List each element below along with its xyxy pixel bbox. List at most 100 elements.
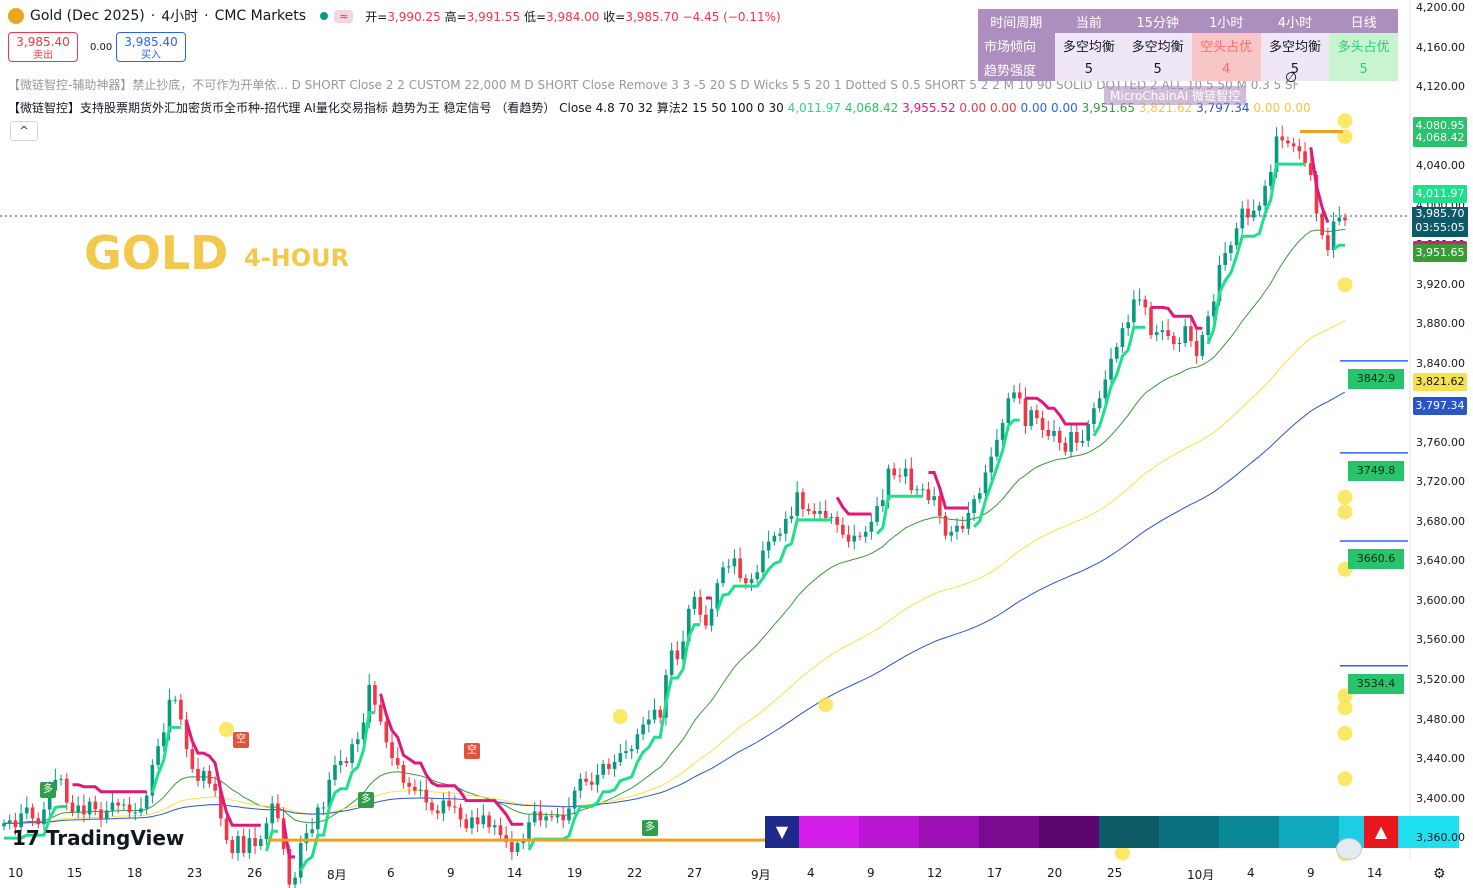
symbol-name[interactable]: Gold (Dec 2025)	[30, 8, 145, 24]
ma-fast-line	[3, 228, 1346, 824]
spread-value: 0.00	[90, 42, 113, 53]
candle-body	[635, 734, 640, 750]
high-value: 3,991.55	[466, 9, 521, 24]
candle-body	[64, 778, 69, 803]
candle-body	[293, 877, 297, 885]
candle-body	[858, 535, 862, 537]
signal-dot	[219, 721, 234, 737]
candle-body	[841, 524, 845, 535]
candle-body	[378, 704, 383, 722]
candle-body	[938, 496, 942, 516]
candle-body	[709, 608, 714, 626]
time-tick: 17	[987, 866, 1003, 880]
candle-body	[1149, 307, 1153, 336]
timeframe[interactable]: 4小时	[161, 9, 199, 25]
candle-body	[629, 749, 634, 752]
candle-body	[241, 836, 246, 853]
candle-body	[1200, 335, 1205, 356]
candle-body	[435, 810, 440, 814]
candle-body	[247, 838, 252, 853]
buy-price: 3,985.40	[124, 35, 178, 49]
candle-body	[1040, 418, 1045, 430]
indicator-legend-2[interactable]: 【微链智控】支持股票期货外汇加密货币全币种-招代理 AI量化交易指标 趋势为王 …	[8, 99, 1343, 116]
price-tick: 3,360.00	[1416, 831, 1465, 845]
sell-button[interactable]: 3,985.40 卖出	[8, 32, 78, 62]
candlestick-series	[2, 125, 1347, 888]
bear-arrow-button[interactable]: ▼	[765, 816, 799, 848]
price-tick: 3,840.00	[1416, 356, 1465, 370]
tradingview-mark-icon: 17	[12, 826, 40, 850]
data-source[interactable]: CMC Markets	[214, 8, 307, 24]
signal-dots	[219, 113, 1353, 862]
overlay-subtitle: 4-HOUR	[244, 244, 350, 272]
candle-body	[1280, 136, 1285, 141]
candle-body	[276, 803, 280, 819]
table-cell: 5	[1260, 57, 1330, 81]
candle-body	[110, 802, 115, 811]
candle-body	[1331, 221, 1336, 251]
heat-segment	[1399, 816, 1459, 848]
sell-price: 3,985.40	[16, 35, 70, 49]
candle-body	[236, 836, 240, 853]
sr-level-label: 3842.9	[1348, 368, 1404, 389]
candle-body	[1337, 217, 1342, 222]
sr-level-label: 3534.4	[1348, 673, 1404, 694]
candle-body	[1063, 442, 1068, 452]
candle-body	[977, 493, 982, 500]
time-tick: 18	[127, 866, 143, 880]
visibility-toggle-icon[interactable]: ∅	[1285, 70, 1298, 86]
indicator-legend-1[interactable]: 【微链智控-辅助神器】禁止抄底，不可作为开单依... D SHORT Close…	[8, 78, 1298, 92]
time-tick: 19	[567, 866, 583, 880]
candle-body	[1343, 217, 1347, 221]
candle-body	[1092, 408, 1096, 425]
candle-body	[658, 709, 663, 718]
candle-body	[333, 764, 337, 780]
time-tick: 12	[927, 866, 943, 880]
candle-body	[93, 801, 98, 810]
candle-body	[1086, 424, 1091, 441]
candle-body	[704, 614, 708, 626]
price-tick: 3,640.00	[1416, 554, 1465, 568]
trend-stop-segment	[150, 725, 181, 794]
trend-stop-segment	[876, 494, 923, 535]
time-tick: 6	[387, 866, 395, 880]
candle-body	[1012, 392, 1016, 399]
trend-stop-segment	[928, 471, 969, 510]
candle-body	[652, 709, 657, 720]
collapse-legend-button[interactable]: ^	[10, 121, 38, 141]
indicator-value: 3,955.52	[902, 101, 956, 115]
candle-body	[607, 763, 611, 769]
time-tick: 27	[687, 866, 703, 880]
low-value: 3,984.00	[546, 9, 600, 24]
candle-body	[390, 742, 394, 759]
us-flag-icon[interactable]	[1336, 838, 1362, 860]
time-tick: 25	[1107, 866, 1123, 880]
candle-body	[42, 809, 46, 825]
candle-body	[681, 641, 685, 660]
candle-body	[133, 812, 138, 814]
price-tick: 4,040.00	[1416, 159, 1465, 173]
bull-arrow-button[interactable]: ▲	[1364, 816, 1398, 848]
candle-body	[1097, 398, 1102, 409]
candle-body	[1320, 213, 1324, 236]
support-resistance-lines	[268, 130, 1408, 842]
candle-body	[732, 558, 737, 567]
candle-body	[1160, 330, 1165, 333]
candle-body	[150, 764, 155, 796]
delayed-badge[interactable]: ≈	[334, 9, 354, 23]
candle-body	[618, 753, 623, 763]
trend-stop-segment	[1206, 162, 1306, 345]
buy-button[interactable]: 3,985.40 买入	[116, 32, 186, 62]
trend-stop-segment	[1092, 325, 1146, 437]
indicator-name: 【微链智控】支持股票期货外汇加密货币全币种-招代理 AI量化交易指标 趋势为王 …	[8, 101, 784, 115]
tradingview-logo[interactable]: 17 TradingView	[12, 826, 184, 850]
time-tick: 14	[1367, 866, 1383, 880]
candle-body	[550, 816, 554, 818]
candle-body	[818, 511, 822, 514]
candle-body	[567, 808, 571, 821]
candle-body	[116, 802, 120, 806]
settings-gear-icon[interactable]: ⚙	[1433, 866, 1446, 882]
signal-dot	[1337, 277, 1353, 293]
candle-body	[721, 567, 725, 584]
